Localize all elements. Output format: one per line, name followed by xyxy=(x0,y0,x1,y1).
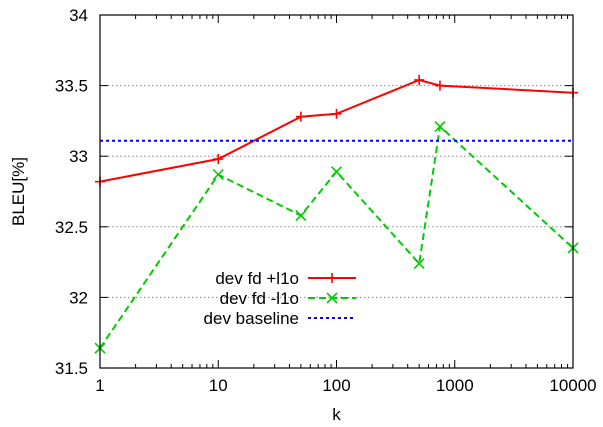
series-line xyxy=(99,78,574,183)
x-marker xyxy=(330,166,343,178)
x-marker xyxy=(212,168,224,181)
y-tick-label: 33 xyxy=(69,147,88,166)
x-marker xyxy=(413,257,425,270)
legend-label: dev fd +l1o xyxy=(215,269,299,288)
y-tick-label: 31.5 xyxy=(55,359,88,378)
y-axis-label: BLEU[%] xyxy=(9,157,28,226)
x-marker xyxy=(434,120,446,133)
series-layer xyxy=(94,74,579,354)
x-marker xyxy=(326,292,338,304)
legend-item: dev baseline xyxy=(204,309,356,328)
legend-label: dev baseline xyxy=(204,309,299,328)
x-tick-label: 10000 xyxy=(549,376,596,395)
y-tick-label: 32.5 xyxy=(55,218,88,237)
legend-item: dev fd -l1o xyxy=(220,289,356,308)
x-tick-label: 1 xyxy=(95,376,104,395)
series-line xyxy=(99,124,574,349)
x-tick-label: 100 xyxy=(322,376,350,395)
series-0 xyxy=(95,74,578,187)
y-tick-label: 32 xyxy=(69,288,88,307)
legend-label: dev fd -l1o xyxy=(220,289,299,308)
y-tick-label: 33.5 xyxy=(55,77,88,96)
x-axis-label: k xyxy=(332,405,341,424)
x-tick-label: 1000 xyxy=(436,376,474,395)
plot-frame xyxy=(99,14,574,369)
y-tick-label: 34 xyxy=(69,6,88,25)
x-marker xyxy=(295,209,307,222)
legend-item: dev fd +l1o xyxy=(215,269,356,288)
x-tick-label: 10 xyxy=(209,376,228,395)
axis-ticks: 31.5 32 32.5 33 33.5 34 1 10 100 1000 10000 xyxy=(55,6,597,395)
